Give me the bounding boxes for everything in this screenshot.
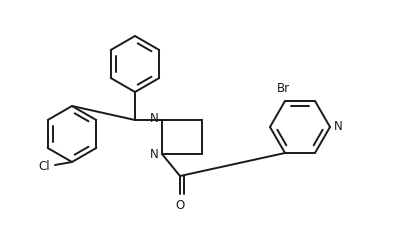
Text: N: N <box>334 120 343 134</box>
Text: N: N <box>150 112 159 125</box>
Text: Br: Br <box>276 82 290 95</box>
Text: O: O <box>175 199 185 212</box>
Text: N: N <box>150 148 159 162</box>
Text: Cl: Cl <box>38 161 50 173</box>
